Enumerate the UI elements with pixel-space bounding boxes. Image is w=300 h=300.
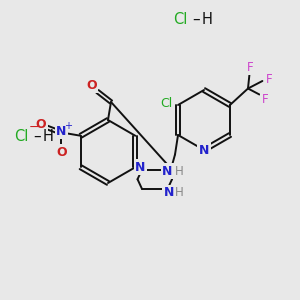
Text: N: N	[135, 160, 146, 174]
Text: H: H	[202, 12, 212, 27]
Text: –: –	[33, 129, 41, 144]
Text: O: O	[86, 79, 97, 92]
Text: Cl: Cl	[14, 129, 28, 144]
Text: +: +	[64, 121, 72, 131]
Text: Cl: Cl	[160, 97, 173, 110]
Text: F: F	[262, 93, 268, 106]
Text: H: H	[175, 186, 183, 199]
Text: N: N	[162, 164, 173, 178]
Text: N: N	[56, 125, 66, 138]
Text: F: F	[266, 73, 272, 86]
Text: −: −	[29, 121, 40, 134]
Text: Cl: Cl	[173, 12, 187, 27]
Text: O: O	[56, 146, 67, 159]
Text: –: –	[192, 12, 200, 27]
Text: N: N	[164, 186, 174, 199]
Text: H: H	[175, 164, 184, 178]
Text: O: O	[35, 118, 46, 131]
Text: F: F	[247, 61, 253, 74]
Text: N: N	[199, 143, 209, 157]
Text: H: H	[43, 129, 53, 144]
